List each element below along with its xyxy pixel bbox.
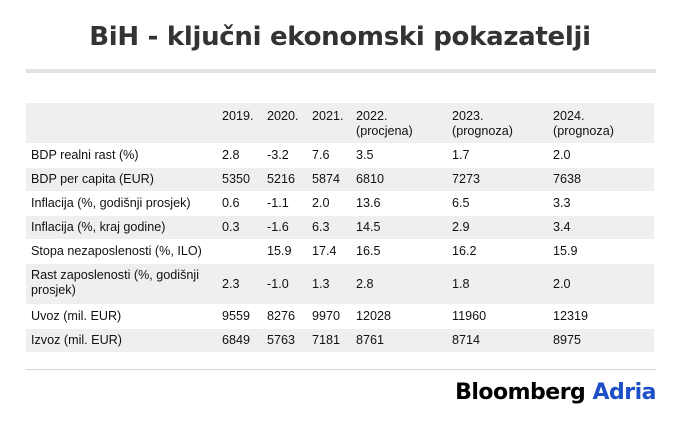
table-cell: 14.5 <box>351 216 447 239</box>
table-cell: 5216 <box>262 168 307 191</box>
table-row: Inflacija (%, kraj godine) 0.3 -1.6 6.3 … <box>26 216 654 239</box>
row-label: BDP per capita (EUR) <box>26 168 217 191</box>
table-cell: 6.3 <box>307 216 351 239</box>
table-cell: 2.0 <box>548 144 654 167</box>
table-cell: 17.4 <box>307 240 351 263</box>
row-label: Uvoz (mil. EUR) <box>26 305 217 328</box>
header-cell-2021: 2021. <box>307 103 351 143</box>
table-cell: 2.8 <box>217 144 262 167</box>
table-cell: 1.8 <box>447 264 548 304</box>
table-cell: 2.8 <box>351 264 447 304</box>
indicators-table: 2019. 2020. 2021. 2022. (procjena) 2023.… <box>26 102 654 353</box>
table-header-row: 2019. 2020. 2021. 2022. (procjena) 2023.… <box>26 103 654 143</box>
table-cell: 2.3 <box>217 264 262 304</box>
table-cell: 6810 <box>351 168 447 191</box>
table-cell: 16.2 <box>447 240 548 263</box>
table-cell: 8276 <box>262 305 307 328</box>
table-cell: 1.3 <box>307 264 351 304</box>
table-cell: -1.1 <box>262 192 307 215</box>
table-row: BDP realni rast (%) 2.8 -3.2 7.6 3.5 1.7… <box>26 144 654 167</box>
row-label: Inflacija (%, kraj godine) <box>26 216 217 239</box>
table-cell: 5763 <box>262 329 307 352</box>
table-cell: -1.0 <box>262 264 307 304</box>
table-cell: 3.5 <box>351 144 447 167</box>
table-cell: 12028 <box>351 305 447 328</box>
table-cell: 2.0 <box>307 192 351 215</box>
bloomberg-adria-logo: Bloomberg Adria <box>455 380 656 405</box>
table-cell: 6.5 <box>447 192 548 215</box>
table-cell: 9970 <box>307 305 351 328</box>
table-cell: 0.3 <box>217 216 262 239</box>
table-cell: -1.6 <box>262 216 307 239</box>
table-cell: 7.6 <box>307 144 351 167</box>
table-row: Stopa nezaposlenosti (%, ILO) 15.9 17.4 … <box>26 240 654 263</box>
table-cell: 0.6 <box>217 192 262 215</box>
header-cell-2022: 2022. (procjena) <box>351 103 447 143</box>
table-cell: 16.5 <box>351 240 447 263</box>
header-cell-2020: 2020. <box>262 103 307 143</box>
table-row: BDP per capita (EUR) 5350 5216 5874 6810… <box>26 168 654 191</box>
table-cell: 8975 <box>548 329 654 352</box>
table-row: Izvoz (mil. EUR) 6849 5763 7181 8761 871… <box>26 329 654 352</box>
table-cell: 6849 <box>217 329 262 352</box>
row-label: BDP realni rast (%) <box>26 144 217 167</box>
table-cell: 1.7 <box>447 144 548 167</box>
table-cell: 7638 <box>548 168 654 191</box>
table-cell: 9559 <box>217 305 262 328</box>
table-cell: 15.9 <box>548 240 654 263</box>
table-cell: 13.6 <box>351 192 447 215</box>
table-cell: 8714 <box>447 329 548 352</box>
header-cell-2019: 2019. <box>217 103 262 143</box>
table-cell: 2.9 <box>447 216 548 239</box>
row-label: Rast zaposlenosti (%, godišnji prosjek) <box>26 264 217 304</box>
title-divider <box>26 69 656 73</box>
table-cell: 5874 <box>307 168 351 191</box>
row-label: Stopa nezaposlenosti (%, ILO) <box>26 240 217 263</box>
header-cell-2024: 2024. (prognoza) <box>548 103 654 143</box>
table-cell: 15.9 <box>262 240 307 263</box>
table-cell: 11960 <box>447 305 548 328</box>
table-cell: 3.4 <box>548 216 654 239</box>
table-cell: 3.3 <box>548 192 654 215</box>
table-cell: 7273 <box>447 168 548 191</box>
table-cell: 7181 <box>307 329 351 352</box>
logo-word-bloomberg: Bloomberg <box>455 380 586 405</box>
logo-word-adria: Adria <box>592 380 656 405</box>
table-cell: -3.2 <box>262 144 307 167</box>
table-row: Uvoz (mil. EUR) 9559 8276 9970 12028 119… <box>26 305 654 328</box>
table-cell <box>217 240 262 263</box>
table-cell: 8761 <box>351 329 447 352</box>
table-cell: 5350 <box>217 168 262 191</box>
table-cell: 12319 <box>548 305 654 328</box>
row-label: Inflacija (%, godišnji prosjek) <box>26 192 217 215</box>
header-cell-2023: 2023. (prognoza) <box>447 103 548 143</box>
table-row: Rast zaposlenosti (%, godišnji prosjek) … <box>26 264 654 304</box>
table-row: Inflacija (%, godišnji prosjek) 0.6 -1.1… <box>26 192 654 215</box>
table-cell: 2.0 <box>548 264 654 304</box>
row-label: Izvoz (mil. EUR) <box>26 329 217 352</box>
header-cell <box>26 103 217 143</box>
footer-divider <box>26 369 656 370</box>
page-title: BiH - ključni ekonomski pokazatelji <box>89 22 591 52</box>
